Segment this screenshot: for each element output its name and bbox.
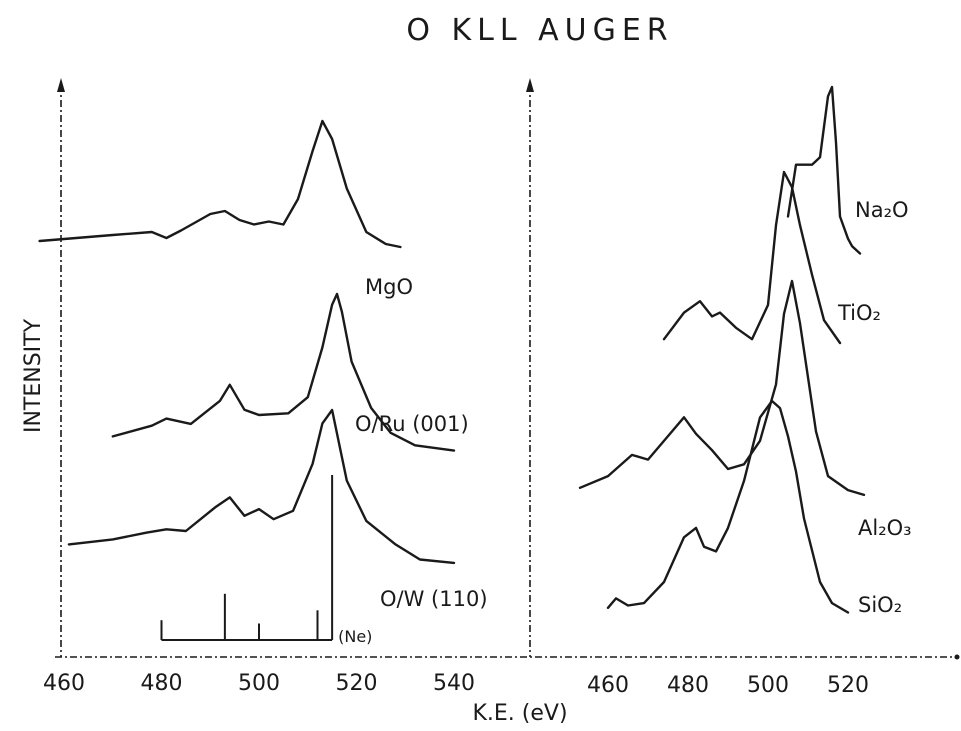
series-line bbox=[606, 399, 850, 614]
series-label: O/W (110) bbox=[380, 587, 488, 611]
x-tick-label: 460 bbox=[587, 673, 629, 698]
plot-layer: 460 480 500 520 540 MgO O/Ru (001) O/W (110) (Ne… bbox=[38, 85, 912, 698]
x-tick-label: 520 bbox=[827, 673, 869, 698]
series-label: O/Ru (001) bbox=[355, 412, 469, 436]
x-axis-end-dot bbox=[954, 654, 960, 660]
x-axis-label: K.E. (eV) bbox=[472, 701, 567, 726]
series-label: Al₂O₃ bbox=[858, 516, 912, 540]
series-line bbox=[67, 408, 456, 565]
x-tick-label: 500 bbox=[747, 673, 789, 698]
series-line bbox=[786, 85, 862, 255]
y-axis-label: INTENSITY bbox=[21, 318, 46, 433]
series-label: TiO₂ bbox=[837, 301, 881, 325]
series-line bbox=[111, 292, 456, 452]
x-tick-label: 480 bbox=[141, 671, 183, 696]
chart-title: O KLL AUGER bbox=[406, 13, 673, 48]
series-label: SiO₂ bbox=[858, 593, 902, 617]
x-tick-label: 500 bbox=[238, 671, 280, 696]
right-y-axis-arrow bbox=[526, 78, 534, 92]
series-line bbox=[662, 170, 842, 345]
series-line bbox=[38, 119, 402, 249]
left-y-axis-arrow bbox=[57, 78, 65, 92]
series-label: Na₂O bbox=[855, 198, 909, 222]
series-line bbox=[578, 279, 866, 497]
x-tick-label: 520 bbox=[336, 671, 378, 696]
series-label: MgO bbox=[365, 275, 413, 299]
x-tick-label: 460 bbox=[43, 671, 85, 696]
x-tick-label: 540 bbox=[433, 671, 475, 696]
x-tick-label: 480 bbox=[667, 673, 709, 698]
ne-label: (Ne) bbox=[338, 627, 372, 646]
